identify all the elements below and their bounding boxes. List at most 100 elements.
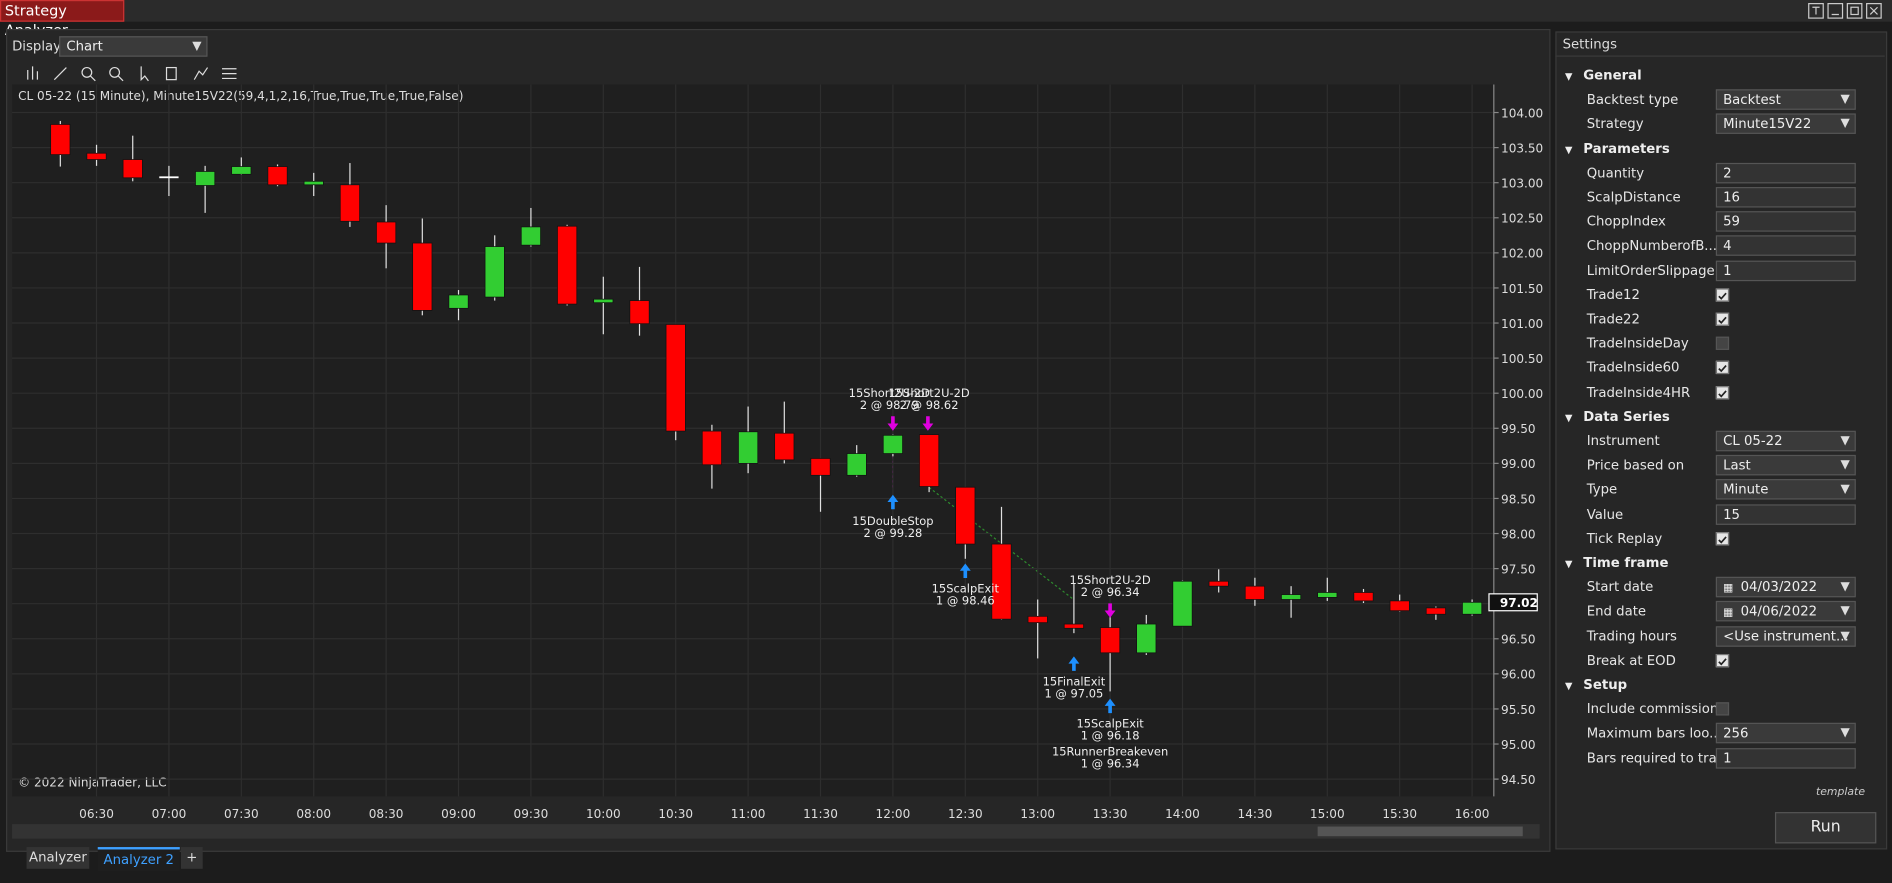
check [1718,389,1727,398]
run-button[interactable]: Run [1774,812,1877,844]
field-value: Minute [1723,481,1769,498]
field-dropdown[interactable]: Last ▼ [1715,455,1856,476]
settings-title: Settings [1562,36,1618,52]
field-date[interactable]: ▦ 04/06/2022 ▼ [1715,601,1856,622]
chevron: ▼ [1840,117,1850,131]
chevron: ▼ [1840,604,1850,619]
y-tick-label: 95.50 [1501,703,1536,717]
field-dropdown[interactable]: Minute ▼ [1715,479,1856,501]
setting-label: Backtest type [1586,91,1679,108]
field-value: Minute15V22 [1723,116,1812,132]
setting-label: Start date [1586,579,1654,596]
scrollbar[interactable] [12,824,1540,839]
field-text[interactable]: 4 [1715,235,1856,257]
field-dropdown[interactable]: Minute15V22 ▼ [1715,113,1856,135]
setting-label: TradeInside4HR [1586,384,1691,401]
scroll-thumb[interactable] [1317,826,1523,837]
check [1718,316,1727,325]
expander[interactable]: ▼ [1564,558,1573,570]
checkbox[interactable] [1715,288,1730,302]
expander[interactable]: ▼ [1564,680,1573,692]
tab[interactable]: + [180,847,203,869]
expander[interactable]: ▼ [1564,71,1573,83]
candle-body [159,176,179,179]
trade-label: 15DoubleStop [852,514,933,528]
field-dropdown[interactable]: <Use instrument... ▼ [1715,625,1856,647]
candle-body [774,432,795,461]
section-header[interactable]: ▼ Parameters [1565,141,1670,157]
candle-body [810,458,831,476]
template-link[interactable]: template [1815,786,1866,799]
chevron: ▼ [1840,93,1850,107]
field-value: <Use instrument... [1723,628,1849,644]
setting-label: TradeInside60 [1586,360,1680,376]
y-tick-label: 102.00 [1501,247,1543,261]
candle-body [195,171,216,186]
checkbox[interactable] [1715,653,1730,668]
y-tick-label: 96.00 [1501,668,1536,682]
x-tick-label: 11:30 [803,807,838,821]
field-text[interactable]: 59 [1715,211,1856,232]
x-tick-label: 12:30 [948,807,983,821]
y-tick-label: 94.50 [1501,773,1536,787]
expander[interactable]: ▼ [1564,412,1573,424]
field-dropdown[interactable]: 256 ▼ [1715,723,1856,744]
chevron: ▼ [1840,434,1850,448]
setting-label: LimitOrderSlippage [1586,262,1715,279]
field-text[interactable]: 16 [1715,187,1856,208]
tab[interactable]: Analyzer 2 [97,847,180,872]
y-tick-label: 101.00 [1501,317,1543,331]
x-tick-label: 13:30 [1093,807,1128,821]
toolbar[interactable] [27,66,237,82]
field-dropdown[interactable]: CL 05-22 ▼ [1715,430,1856,452]
trade-arrow [1068,656,1080,671]
setting-label: ChoppNumberofB... [1586,238,1717,254]
x-tick-label: 16:00 [1455,807,1490,821]
field-text[interactable]: 2 [1715,162,1856,184]
candle-body [1063,623,1084,629]
field-text[interactable]: 15 [1715,503,1856,525]
section-header[interactable]: ▼ Data Series [1565,409,1670,425]
trade-detail: 1 @ 96.18 [1081,729,1140,743]
trade-detail: 2 @ 96.34 [1081,585,1140,599]
candle-body [1172,580,1193,627]
section-header[interactable]: ▼ Time frame [1565,555,1668,571]
checkbox[interactable] [1715,385,1730,399]
setting-label: Quantity [1586,165,1645,181]
window-buttons[interactable] [1808,2,1888,19]
last-price-box [1488,593,1538,612]
checkbox[interactable] [1715,312,1730,326]
checkbox[interactable] [1715,361,1730,375]
expander[interactable]: ▼ [1564,144,1573,156]
field-value: 04/03/2022 [1740,579,1818,596]
field-value: 04/06/2022 [1740,603,1818,620]
checkbox[interactable] [1715,336,1730,351]
trade-line [928,487,1075,601]
field-value: Backtest [1723,91,1781,108]
field-dropdown[interactable]: Backtest ▼ [1715,89,1856,111]
setting-label: Trade12 [1586,286,1640,303]
candle-body [339,184,360,222]
checkbox[interactable] [1715,531,1730,546]
y-tick-label: 102.50 [1501,212,1543,226]
title-bar [0,0,1892,22]
candle-body [267,166,288,186]
field-text[interactable]: 1 [1715,747,1856,769]
checkbox[interactable] [1715,702,1730,716]
trade-label: 15FinalExit [1043,674,1106,688]
chevron: ▼ [1840,483,1850,497]
section-name: General [1583,67,1642,84]
x-tick-label: 10:00 [586,807,621,821]
field-value: 15 [1723,506,1740,522]
display-dropdown[interactable]: Chart ▼ [59,36,208,57]
tab[interactable]: Analyzer [26,847,90,869]
candle-body [882,434,903,454]
display-label: Display [12,38,61,55]
candle-body [1100,627,1121,654]
section-header[interactable]: ▼ Setup [1565,677,1627,693]
section-header[interactable]: ▼ General [1565,68,1642,84]
field-date[interactable]: ▦ 04/03/2022 ▼ [1715,576,1856,598]
field-text[interactable]: 1 [1715,260,1856,281]
candle-body [1136,623,1157,654]
